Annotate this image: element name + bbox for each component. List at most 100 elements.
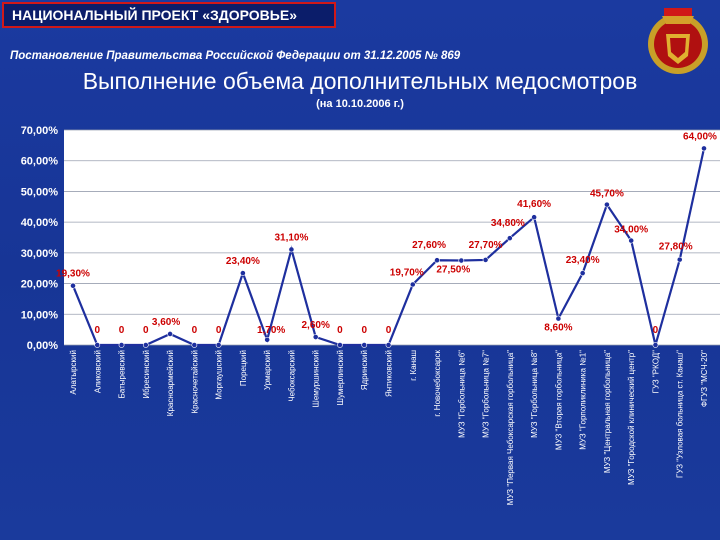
x-tick-label: ГУЗ "Узловая больница ст. Канаш"	[676, 350, 685, 478]
y-tick-label: 0,00%	[27, 340, 58, 352]
data-point	[215, 342, 222, 348]
data-point	[409, 281, 416, 288]
plot-area	[64, 130, 720, 345]
x-tick-label: МУЗ "Горбольница №7"	[482, 350, 491, 438]
x-tick-label: ГУЗ "РКОД"	[651, 350, 660, 394]
report-date: (на 10.10.2006 г.)	[316, 98, 404, 110]
x-tick-label: г. Новочебоксарск	[433, 350, 442, 417]
data-label: 1,70%	[257, 325, 285, 336]
data-label: 27,70%	[469, 240, 503, 251]
data-label: 27,80%	[659, 242, 693, 253]
data-label: 2,60%	[302, 320, 330, 331]
data-label: 0	[361, 325, 367, 336]
x-tick-label: МУЗ "Центральная горбольница"	[603, 350, 612, 473]
data-point	[385, 342, 392, 348]
data-label: 0	[119, 325, 125, 336]
data-label: 34,80%	[491, 218, 525, 229]
data-point	[361, 342, 368, 348]
slide-title: Выполнение объема дополнительных медосмо…	[82, 68, 638, 94]
x-tick-label: МУЗ "Вторая горбольница"	[554, 350, 563, 450]
data-label: 31,10%	[274, 232, 308, 243]
data-label: 34,00%	[614, 225, 648, 236]
x-tick-label: Красночетайский	[190, 350, 199, 414]
x-tick-label: Янтиковский	[385, 350, 394, 397]
x-tick-label: Алатырский	[69, 350, 78, 395]
data-point	[531, 214, 538, 221]
y-axis-ticks: 0,00% 10,00% 20,00% 30,00% 40,00% 50,00% 60,00…	[21, 125, 59, 352]
x-tick-label: МУЗ "Горбольница №8"	[530, 350, 539, 438]
data-label: 23,40%	[566, 255, 600, 266]
data-point	[142, 342, 149, 348]
x-tick-label: МУЗ "Горбольница №6"	[457, 350, 466, 438]
x-tick-label: Порецкий	[239, 350, 248, 386]
y-tick-label: 20,00%	[21, 279, 59, 291]
data-point	[239, 270, 246, 277]
decree-caption: Постановление Правительства Российской Ф…	[10, 50, 461, 62]
data-label: 27,60%	[412, 240, 446, 251]
data-label: 0	[653, 325, 659, 336]
data-point	[264, 336, 271, 343]
data-point	[555, 315, 562, 322]
gridlines	[64, 129, 720, 346]
data-point	[676, 256, 683, 263]
x-tick-label: Моргаушский	[215, 350, 224, 400]
data-label: 0	[143, 325, 149, 336]
x-tick-label: Ядринский	[360, 350, 369, 390]
data-label: 0	[192, 325, 198, 336]
x-tick-label: Шемуршинский	[312, 350, 321, 407]
data-label: 64,00%	[683, 131, 717, 142]
x-tick-label: Чебоксарский	[287, 350, 296, 402]
project-title: НАЦИОНАЛЬНЫЙ ПРОЕКТ «ЗДОРОВЬЕ»	[12, 7, 297, 23]
data-point	[288, 246, 295, 253]
series-line	[71, 148, 706, 347]
data-point	[506, 235, 513, 242]
y-tick-label: 70,00%	[21, 125, 59, 137]
data-labels: 19,30%0 0 03,60%0 023,40%1,70%31,10%2,60% 0 0…	[56, 131, 717, 336]
x-tick-label: ФГУЗ "МСЧ-20"	[700, 350, 709, 407]
data-label: 19,70%	[390, 267, 424, 278]
x-tick-label: МУЗ "Городской клинический центр"	[627, 350, 636, 485]
data-point	[167, 331, 173, 337]
data-point	[579, 270, 586, 277]
data-point	[604, 201, 610, 208]
data-label: 8,60%	[544, 323, 572, 334]
data-label: 41,60%	[517, 199, 551, 210]
data-label: 0	[337, 325, 343, 336]
data-points	[70, 145, 707, 348]
y-tick-label: 30,00%	[21, 248, 59, 260]
data-label: 27,50%	[436, 265, 470, 276]
y-tick-label: 50,00%	[21, 186, 59, 198]
data-label: 0	[94, 325, 100, 336]
data-point	[337, 342, 343, 348]
x-tick-label: Ибресинский	[142, 350, 151, 399]
data-point	[482, 257, 489, 263]
data-label: 3,60%	[152, 317, 180, 328]
x-tick-label: МУЗ "Горполиклиника №1"	[579, 350, 588, 450]
y-tick-label: 40,00%	[21, 217, 59, 229]
x-axis-labels: Алатырский Аликовский Батыревский Ибресинск…	[69, 350, 709, 506]
y-tick-label: 10,00%	[21, 309, 59, 321]
data-point	[434, 257, 440, 264]
x-tick-label: Урмарский	[263, 350, 272, 390]
coat-of-arms-emblem	[640, 4, 716, 80]
project-banner: НАЦИОНАЛЬНЫЙ ПРОЕКТ «ЗДОРОВЬЕ»	[2, 2, 336, 28]
data-label: 45,70%	[590, 189, 624, 200]
data-point	[458, 257, 465, 264]
x-tick-label: г. Канаш	[409, 350, 418, 381]
data-point	[191, 342, 198, 348]
data-point	[70, 282, 76, 289]
data-point	[94, 342, 101, 348]
x-tick-label: Красноармейский	[166, 350, 175, 416]
x-tick-label: Батыревский	[118, 350, 127, 398]
x-tick-label: Аликовский	[93, 350, 102, 393]
x-tick-label: Шумерлинский	[336, 350, 345, 405]
data-point	[701, 145, 707, 152]
data-label: 0	[386, 325, 392, 336]
data-label: 0	[216, 325, 222, 336]
data-point	[118, 342, 125, 348]
data-point	[312, 334, 319, 340]
data-point	[628, 237, 635, 244]
data-label: 23,40%	[226, 256, 260, 267]
data-point	[652, 342, 659, 348]
